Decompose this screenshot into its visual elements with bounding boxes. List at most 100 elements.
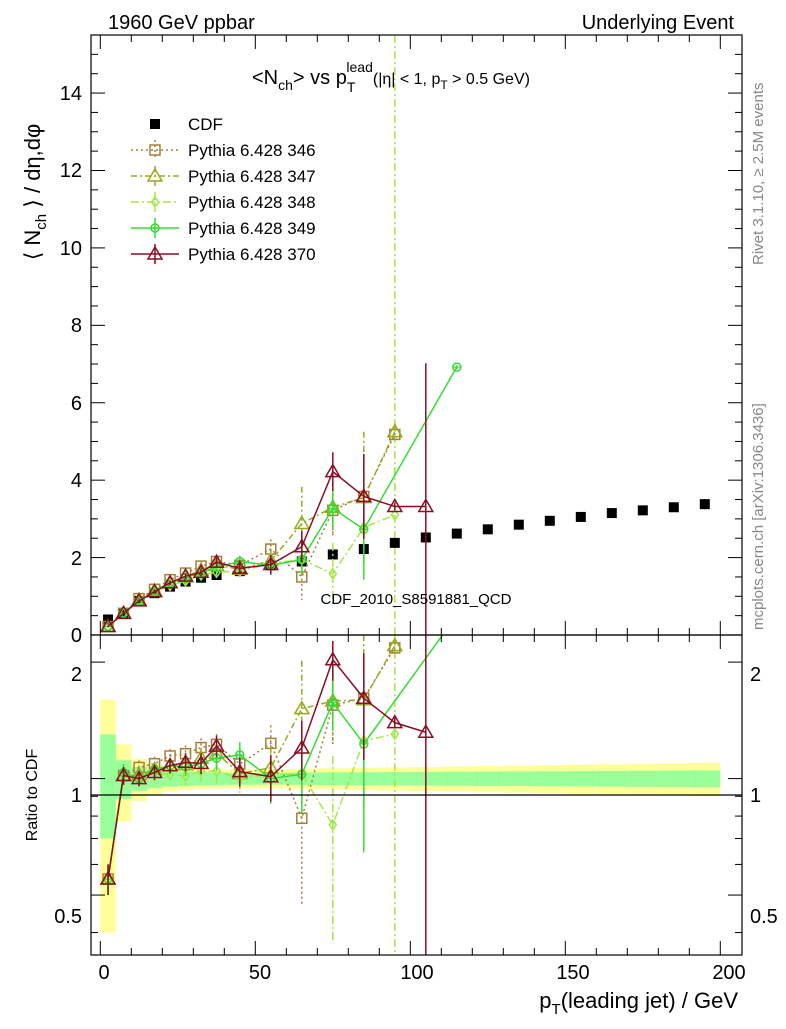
inner-band-bin: [658, 770, 690, 787]
point-5-9: [262, 556, 280, 571]
rivet-label: Rivet 3.1.10, ≥ 2.5M events: [750, 83, 767, 266]
point-0-13: [389, 537, 400, 548]
legend-marker-2: [146, 167, 164, 182]
ratio-point-3-5: [181, 769, 190, 783]
ratio-point-5-8: [231, 763, 249, 778]
inner-band-bin: [534, 771, 566, 787]
plot-title: <Nch> vs pTlead(|η| < 1, pT > 0.5 GeV): [252, 59, 530, 95]
ratio-point-3-11: [328, 818, 338, 832]
ratio-point-5-12: [355, 689, 373, 705]
legend-label-5: Pythia 6.428 370: [188, 245, 316, 264]
ratio-point-5-10: [293, 739, 311, 754]
legend-label-0: CDF: [188, 115, 223, 134]
ratio-point-5-0: [99, 870, 117, 885]
inner-band-bin: [472, 771, 504, 786]
y-axis-title-bottom: Ratio to CDF: [24, 749, 41, 842]
point-0-22: [668, 502, 679, 513]
ratio-point-3-7: [212, 764, 221, 778]
inner-band-bin: [689, 770, 721, 788]
point-5-2: [130, 592, 148, 607]
ratio-point-3-13: [390, 727, 400, 741]
ratio-point-5-9: [262, 768, 280, 783]
ratio-point-4-11: [328, 697, 338, 708]
inner-band-bin: [379, 772, 411, 786]
point-5-4: [161, 574, 179, 589]
ratio-tick-0.5-right: 0.5: [750, 906, 778, 928]
point-3-8: [235, 564, 245, 578]
inner-band-bin: [441, 771, 473, 786]
y-tick-0: 0: [71, 625, 82, 647]
point-0-23: [699, 499, 710, 510]
x-tick-150: 150: [556, 962, 589, 984]
y-axis-title-top: ⟨ Nch ⟩ / dη,dφ: [20, 124, 50, 261]
ratio-panel-series: [99, 635, 444, 955]
ratio-point-5-13: [386, 714, 404, 729]
ratio-tick-2-left: 2: [71, 664, 82, 686]
legend-marker-0: [150, 119, 160, 129]
point-5-13: [386, 497, 404, 513]
legend-marker-1: [149, 144, 161, 156]
y-tick-labels-top: 0 2 4 6 8 10 12 14: [60, 83, 82, 647]
y-tick-14: 14: [60, 83, 82, 105]
point-5-10: [293, 538, 311, 553]
legend-marker-4: [150, 223, 160, 233]
ratio-point-5-3: [146, 763, 163, 779]
ratio-tick-0.5-left: 0.5: [54, 906, 82, 928]
ratio-point-5-4: [161, 757, 179, 772]
header-left: 1960 GeV ppbar: [108, 12, 255, 34]
y-tick-12: 12: [60, 160, 82, 182]
legend-label-2: Pythia 6.428 347: [188, 167, 316, 186]
point-0-18: [544, 515, 555, 526]
ratio-point-5-7: [208, 737, 225, 752]
ratio-point-5-6: [192, 754, 210, 770]
point-3-13: [390, 508, 400, 522]
ratio-point-5-1: [115, 767, 132, 782]
inner-band-bin: [503, 771, 535, 787]
ratio-point-5-2: [130, 770, 148, 785]
inner-band-bin: [565, 771, 597, 787]
point-5-6: [192, 563, 210, 579]
point-5-14: [417, 497, 435, 513]
x-tick-100: 100: [400, 962, 433, 984]
point-0-16: [482, 524, 493, 535]
header-right: Underlying Event: [582, 12, 735, 34]
point-0-20: [606, 508, 617, 519]
legend-marker-5: [146, 245, 164, 260]
point-5-8: [231, 559, 249, 575]
y-tick-4: 4: [71, 470, 82, 492]
legend-label-4: Pythia 6.428 349: [188, 219, 316, 238]
ratio-point-1-10: [296, 812, 308, 825]
ratio-line-1: [107, 647, 396, 880]
point-0-15: [451, 528, 462, 539]
legend-label-1: Pythia 6.428 346: [188, 141, 316, 160]
ratio-point-5-5: [177, 753, 194, 769]
x-tick-0: 0: [98, 962, 109, 984]
y-tick-8: 8: [71, 315, 82, 337]
point-0-19: [575, 511, 586, 522]
mcplots-label: mcplots.cern.ch [arXiv:1306.3436]: [750, 403, 767, 630]
x-axis-title: pT(leading jet) / GeV: [539, 988, 738, 1018]
top-panel-series: [99, 362, 710, 635]
ratio-point-5-11: [324, 651, 342, 666]
point-5-11: [324, 463, 342, 478]
point-5-0: [99, 617, 117, 633]
point-0-17: [513, 519, 524, 530]
y-tick-labels-bottom: 0.5 1 2 0.5 1 2: [54, 664, 778, 928]
legend-label-3: Pythia 6.428 348: [188, 193, 316, 212]
ratio-tick-1-right: 1: [750, 785, 761, 807]
point-3-11: [328, 567, 338, 581]
point-5-7: [208, 553, 225, 568]
legend-marker-3: [150, 195, 160, 209]
y-tick-2: 2: [71, 548, 82, 570]
inner-band-bin: [100, 734, 116, 839]
inner-band-bin: [627, 770, 659, 787]
ratio-tick-1-left: 1: [71, 785, 82, 807]
point-4-13: [452, 362, 462, 372]
x-tick-50: 50: [249, 962, 271, 984]
y-tick-6: 6: [71, 393, 82, 415]
point-2-10: [293, 515, 311, 530]
legend: CDF Pythia 6.428 346 Pythia 6.428 347 Pythi…: [131, 115, 316, 264]
ratio-tick-2-right: 2: [750, 664, 761, 686]
x-tick-200: 200: [712, 962, 745, 984]
